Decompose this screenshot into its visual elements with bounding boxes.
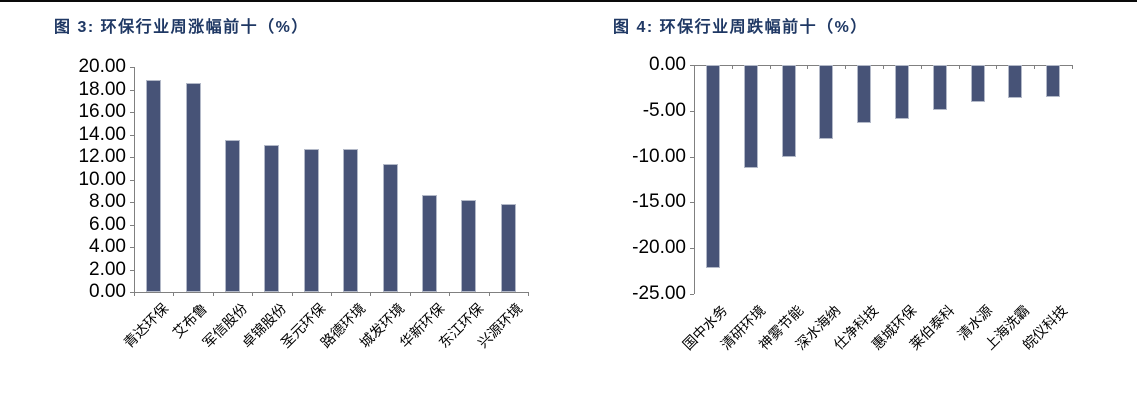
bar bbox=[264, 145, 280, 292]
y-tick-label: 12.00 bbox=[78, 146, 126, 167]
x-tick bbox=[291, 292, 293, 296]
y-tick bbox=[130, 89, 134, 91]
x-tick bbox=[769, 65, 771, 69]
bar bbox=[225, 140, 240, 292]
y-tick bbox=[690, 156, 694, 158]
bar bbox=[970, 65, 985, 102]
x-tick bbox=[883, 65, 884, 69]
x-tick bbox=[173, 292, 175, 296]
figure-3-title: 图 3: 环保行业周涨幅前十（%） bbox=[54, 19, 309, 36]
x-tick bbox=[449, 292, 451, 296]
y-tick-label: -25.00 bbox=[632, 283, 686, 304]
y-tick-label: 0.00 bbox=[649, 54, 686, 75]
bar bbox=[705, 65, 720, 269]
bar bbox=[1008, 65, 1023, 99]
x-tick bbox=[134, 292, 135, 296]
category-label: 青达环保 bbox=[120, 300, 172, 351]
x-tick bbox=[1072, 65, 1073, 69]
bar bbox=[894, 65, 909, 119]
y-tick-label: 14.00 bbox=[78, 123, 126, 145]
y-tick-label: -10.00 bbox=[632, 145, 686, 167]
x-tick bbox=[409, 292, 411, 296]
y-tick bbox=[690, 110, 694, 112]
bar bbox=[343, 149, 359, 292]
y-tick bbox=[690, 65, 694, 66]
x-tick bbox=[331, 292, 332, 296]
y-tick bbox=[130, 202, 134, 203]
y-tick bbox=[130, 247, 134, 248]
y-tick bbox=[130, 67, 134, 68]
y-tick-label: 2.00 bbox=[89, 258, 126, 280]
x-tick bbox=[731, 65, 733, 69]
y-tick-label: -20.00 bbox=[632, 237, 686, 259]
x-tick bbox=[996, 65, 998, 69]
y-tick-label: -5.00 bbox=[642, 99, 686, 121]
y-tick bbox=[130, 292, 134, 293]
y-tick bbox=[130, 134, 134, 136]
y-tick-label: 18.00 bbox=[78, 78, 126, 100]
bar bbox=[146, 79, 162, 292]
bar bbox=[303, 149, 319, 292]
y-tick bbox=[690, 248, 694, 250]
top-divider-line bbox=[0, 0, 1137, 2]
y-tick bbox=[130, 179, 134, 181]
y-tick bbox=[130, 224, 134, 226]
bar bbox=[932, 65, 947, 110]
y-tick bbox=[130, 269, 134, 271]
y-tick-label: 0.00 bbox=[89, 281, 126, 302]
y-tick-label: 6.00 bbox=[89, 213, 126, 235]
x-tick bbox=[694, 65, 695, 69]
bar bbox=[382, 163, 398, 293]
y-tick-label: -15.00 bbox=[632, 191, 686, 213]
y-tick-label: 10.00 bbox=[78, 168, 126, 190]
y-tick-label: 8.00 bbox=[89, 191, 126, 212]
y-tick bbox=[130, 112, 134, 113]
y-tick bbox=[690, 202, 694, 204]
bar bbox=[461, 200, 477, 292]
x-tick bbox=[212, 292, 214, 296]
x-tick bbox=[488, 292, 490, 296]
bar bbox=[781, 65, 796, 157]
bar bbox=[422, 195, 437, 293]
bar bbox=[1046, 65, 1061, 97]
weekly-gainers-bar-chart: 20.00 18.00 16.00 14.00 12.00 10.00 8.00 6.00 4.… bbox=[49, 47, 530, 378]
bar bbox=[185, 82, 201, 292]
x-tick bbox=[1034, 65, 1036, 69]
y-axis-line bbox=[694, 65, 695, 294]
bar bbox=[819, 65, 834, 140]
x-tick bbox=[252, 292, 254, 296]
y-tick-label: 16.00 bbox=[78, 101, 126, 122]
bar bbox=[500, 203, 516, 292]
bar bbox=[857, 65, 872, 123]
y-tick-label: 20.00 bbox=[78, 56, 126, 77]
x-tick bbox=[958, 65, 960, 69]
y-tick bbox=[130, 157, 134, 158]
x-tick bbox=[370, 292, 372, 296]
y-tick-label: 4.00 bbox=[89, 236, 126, 257]
y-axis-line bbox=[134, 67, 135, 292]
figure-4-title: 图 4: 环保行业周跌幅前十（%） bbox=[613, 19, 868, 36]
y-tick bbox=[690, 294, 694, 295]
x-tick bbox=[528, 292, 529, 296]
bar bbox=[743, 65, 758, 168]
x-tick bbox=[807, 65, 809, 69]
weekly-losers-bar-chart: 0.00 -5.00 -10.00 -15.00 -20.00 -25.00 国中水务 清研环… bbox=[612, 47, 1085, 378]
x-tick bbox=[920, 65, 922, 69]
x-tick bbox=[845, 65, 847, 69]
